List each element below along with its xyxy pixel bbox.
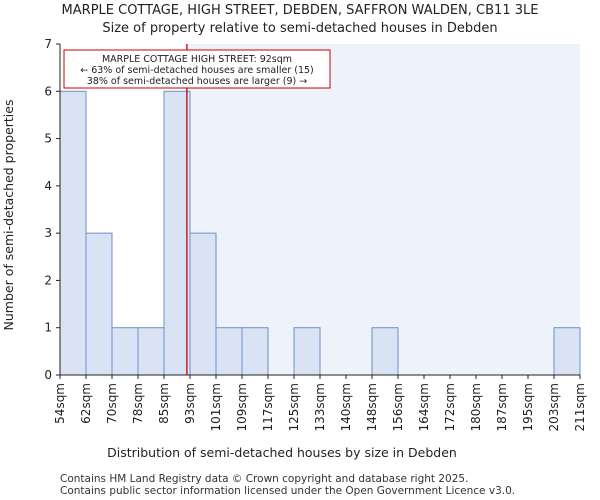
x-tick-label-54sqm: 54sqm: [53, 383, 67, 424]
x-axis-label: Distribution of semi-detached houses by …: [107, 445, 457, 460]
annotation-line-2: ← 63% of semi-detached houses are smalle…: [80, 65, 314, 76]
bar-203sqm: [553, 327, 581, 376]
y-tick-label-3: 3: [44, 226, 52, 240]
x-tick-label-78sqm: 78sqm: [131, 383, 145, 424]
y-tick-label-2: 2: [44, 273, 52, 287]
x-tick-label-156sqm: 156sqm: [391, 383, 405, 431]
annotation-line-3: 38% of semi-detached houses are larger (…: [87, 76, 307, 87]
annotation-line-1: MARPLE COTTAGE HIGH STREET: 92sqm: [102, 54, 292, 65]
y-tick-label-0: 0: [44, 368, 52, 382]
plot-area: 0 1 2 3 4 5 6 7 54sqm 62sqm 70sqm 78sqm 85sqm 93sqm 10…: [44, 37, 587, 431]
y-tick-label-4: 4: [44, 179, 52, 193]
annotation-box: [63, 49, 331, 89]
y-tick-label-5: 5: [44, 132, 52, 146]
bar-109sqm: [241, 327, 269, 376]
bar-54sqm: [59, 90, 87, 376]
x-tick-label-125sqm: 125sqm: [287, 383, 301, 431]
y-tick-label-7: 7: [44, 37, 52, 51]
x-tick-label-140sqm: 140sqm: [339, 383, 353, 431]
x-tick-label-133sqm: 133sqm: [313, 383, 327, 431]
bar-148sqm: [371, 327, 399, 376]
x-tick-label-117sqm: 117sqm: [261, 383, 275, 431]
y-tick-label-6: 6: [44, 84, 52, 98]
x-tick-label-70sqm: 70sqm: [105, 383, 119, 424]
bar-70sqm: [111, 327, 139, 376]
bar-62sqm: [85, 232, 113, 376]
bar-93sqm: [189, 232, 217, 376]
x-tick-label-172sqm: 172sqm: [443, 383, 457, 431]
x-tick-label-101sqm: 101sqm: [209, 383, 223, 431]
bar-78sqm: [137, 327, 165, 376]
x-tick-label-187sqm: 187sqm: [495, 383, 509, 431]
bar-125sqm: [293, 327, 321, 376]
y-axis-label: Number of semi-detached properties: [1, 100, 16, 331]
chart-subtitle: Size of property relative to semi-detach…: [102, 21, 497, 36]
x-tick-label-211sqm: 211sqm: [573, 383, 587, 431]
highlight-region: [186, 44, 580, 375]
x-tick-label-203sqm: 203sqm: [547, 383, 561, 431]
x-tick-label-164sqm: 164sqm: [417, 383, 431, 431]
chart-title: MARPLE COTTAGE, HIGH STREET, DEBDEN, SAF…: [62, 3, 539, 18]
x-tick-label-93sqm: 93sqm: [183, 383, 197, 424]
x-tick-label-180sqm: 180sqm: [469, 383, 483, 431]
x-tick-label-62sqm: 62sqm: [79, 383, 93, 424]
x-tick-label-109sqm: 109sqm: [235, 383, 249, 431]
y-tick-label-1: 1: [44, 321, 52, 335]
x-tick-label-195sqm: 195sqm: [521, 383, 535, 431]
bar-85sqm: [163, 90, 191, 376]
bar-101sqm: [215, 327, 243, 376]
x-tick-label-148sqm: 148sqm: [365, 383, 379, 431]
x-tick-label-85sqm: 85sqm: [157, 383, 171, 424]
footer-line-2: Contains public sector information licen…: [60, 485, 515, 497]
footer-line-1: Contains HM Land Registry data © Crown c…: [60, 473, 468, 485]
